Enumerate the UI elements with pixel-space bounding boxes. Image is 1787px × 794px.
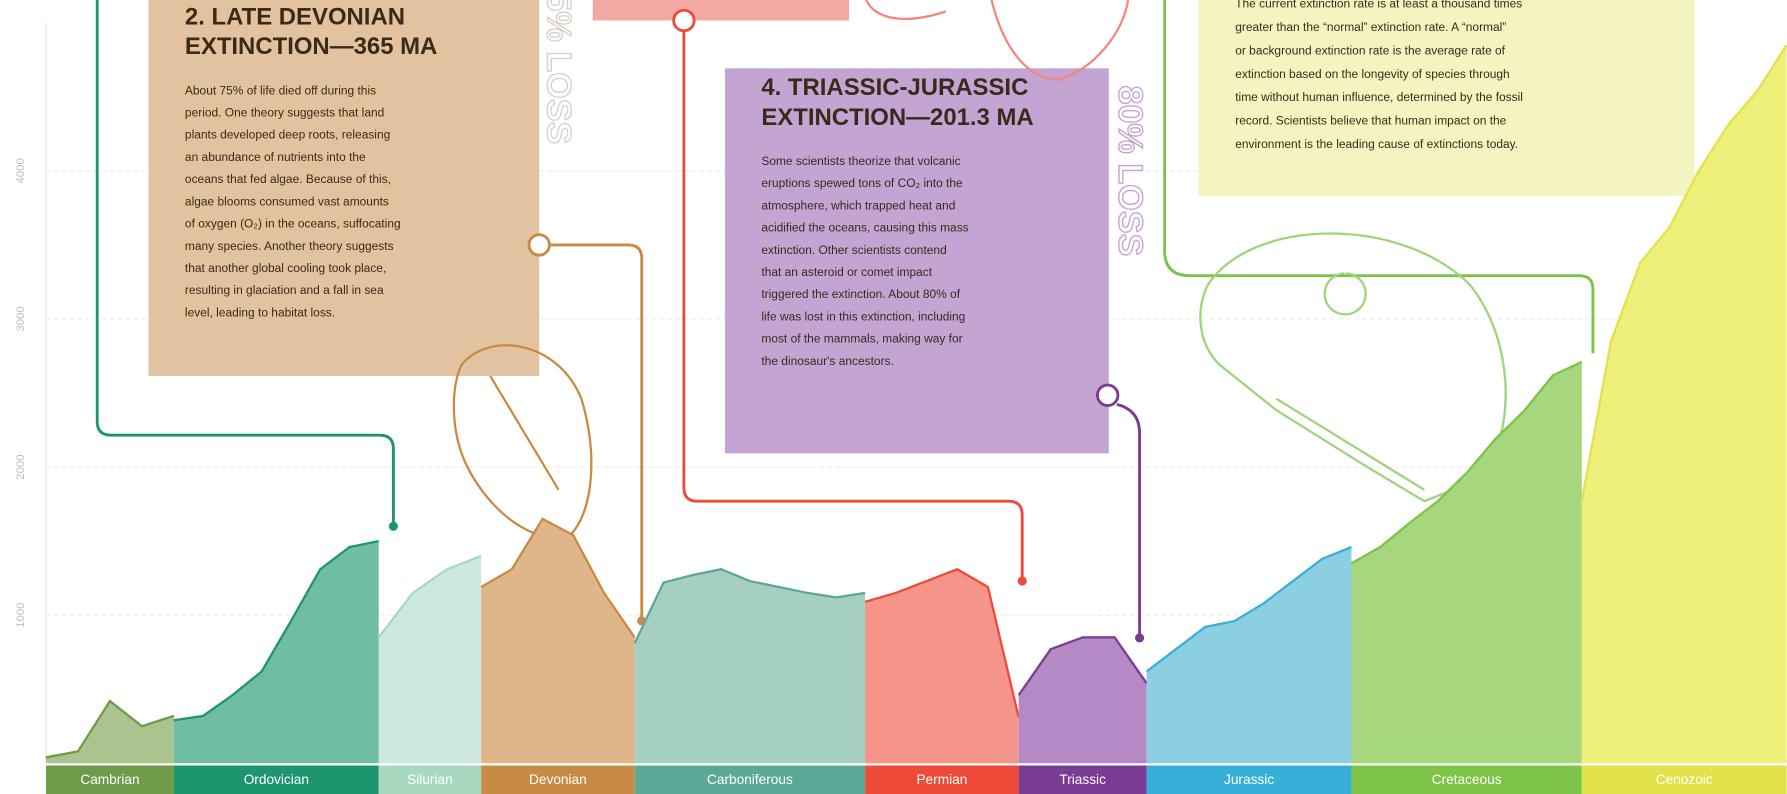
area <box>1147 547 1352 763</box>
annotation-body: triggered the extinction. About 80% of <box>761 287 960 301</box>
loss-label: 5% LOSS <box>539 0 577 144</box>
annotation-body: eruptions spewed tons of CO₂ into the <box>761 176 963 190</box>
annotation-title: EXTINCTION—365 MA <box>185 33 437 60</box>
area <box>481 519 635 763</box>
annotation-body: atmosphere, which trapped heat and <box>761 198 955 212</box>
connector <box>1117 404 1140 638</box>
period-label: Cambrian <box>80 772 139 787</box>
period-label: Triassic <box>1059 772 1106 787</box>
annotation-body: of oxygen (O₂) in the oceans, suffocatin… <box>185 217 401 231</box>
annotation-body: greater than the “normal” extinction rat… <box>1235 20 1506 34</box>
annotation-body: algae blooms consumed vast amounts <box>185 194 389 208</box>
period-label: Ordovician <box>244 772 309 787</box>
annotation-body: the dinosaur's ancestors. <box>761 354 894 368</box>
area <box>635 569 865 763</box>
y-tick-label: 3000 <box>15 306 27 331</box>
period-label: Silurian <box>407 772 453 787</box>
annotation-body: that another global cooling took place, <box>185 261 386 275</box>
period-label: Cretaceous <box>1432 772 1502 787</box>
annotation-title: 2. LATE DEVONIAN <box>185 4 405 31</box>
y-tick-label: 2000 <box>15 454 27 479</box>
connector-dot <box>1018 576 1027 585</box>
annotation-body: level, leading to habitat loss. <box>185 305 335 319</box>
box-top <box>593 0 849 21</box>
annotation-title: EXTINCTION—201.3 MA <box>761 104 1033 131</box>
area <box>865 569 1019 763</box>
annotation-body: most of the mammals, making way for <box>761 332 962 346</box>
annotation-body: extinction based on the longevity of spe… <box>1235 67 1509 81</box>
annotation-body: plants developed deep roots, releasing <box>185 128 390 142</box>
connector-dot <box>389 522 398 531</box>
annotation-body: Some scientists theorize that volcanic <box>761 154 960 168</box>
annotation-body: period. One theory suggests that land <box>185 106 384 120</box>
infographic: 1000 2000 3000 4000 Cambrian Ordovician Silur… <box>0 0 1787 794</box>
period-label: Carboniferous <box>707 772 793 787</box>
connector-circle <box>674 10 695 31</box>
skull-sketch <box>1200 234 1505 502</box>
lizard-sketch <box>866 0 1128 80</box>
area <box>174 541 379 763</box>
connector-dot <box>1135 633 1144 642</box>
connector-circle <box>1097 385 1118 406</box>
annotation-body: an abundance of nutrients into the <box>185 150 366 164</box>
annotation-body: About 75% of life died off during this <box>185 83 376 97</box>
y-tick-label: 1000 <box>15 602 27 627</box>
annotation-body: or background extinction rate is the ave… <box>1235 43 1505 57</box>
annotation-body: many species. Another theory suggests <box>185 239 394 253</box>
annotation-body: time without human influence, determined… <box>1235 90 1523 104</box>
annotation-body: life was lost in this extinction, includ… <box>761 309 965 323</box>
annotation-body: acidified the oceans, causing this mass <box>761 221 968 235</box>
area <box>1351 362 1581 763</box>
period-label: Devonian <box>529 772 587 787</box>
annotation-body: environment is the leading cause of exti… <box>1235 137 1518 151</box>
annotation-body: extinction. Other scientists contend <box>761 243 946 257</box>
period-label: Cenozoic <box>1656 772 1713 787</box>
loss-label: 80% LOSS <box>1111 85 1149 256</box>
annotation-body: record. Scientists believe that human im… <box>1235 113 1506 127</box>
annotation-body: that an asteroid or comet impact <box>761 265 932 279</box>
period-label: Permian <box>916 772 967 787</box>
annotation-title: 4. TRIASSIC-JURASSIC <box>761 74 1028 101</box>
area <box>379 556 481 763</box>
period-label: Jurassic <box>1224 772 1274 787</box>
annotation-body: The current extinction rate is at least … <box>1235 0 1522 11</box>
connector-circle <box>529 235 550 256</box>
annotation-body: oceans that fed algae. Because of this, <box>185 172 391 186</box>
y-tick-label: 4000 <box>15 158 27 183</box>
annotation-body: resulting in glaciation and a fall in se… <box>185 283 384 297</box>
